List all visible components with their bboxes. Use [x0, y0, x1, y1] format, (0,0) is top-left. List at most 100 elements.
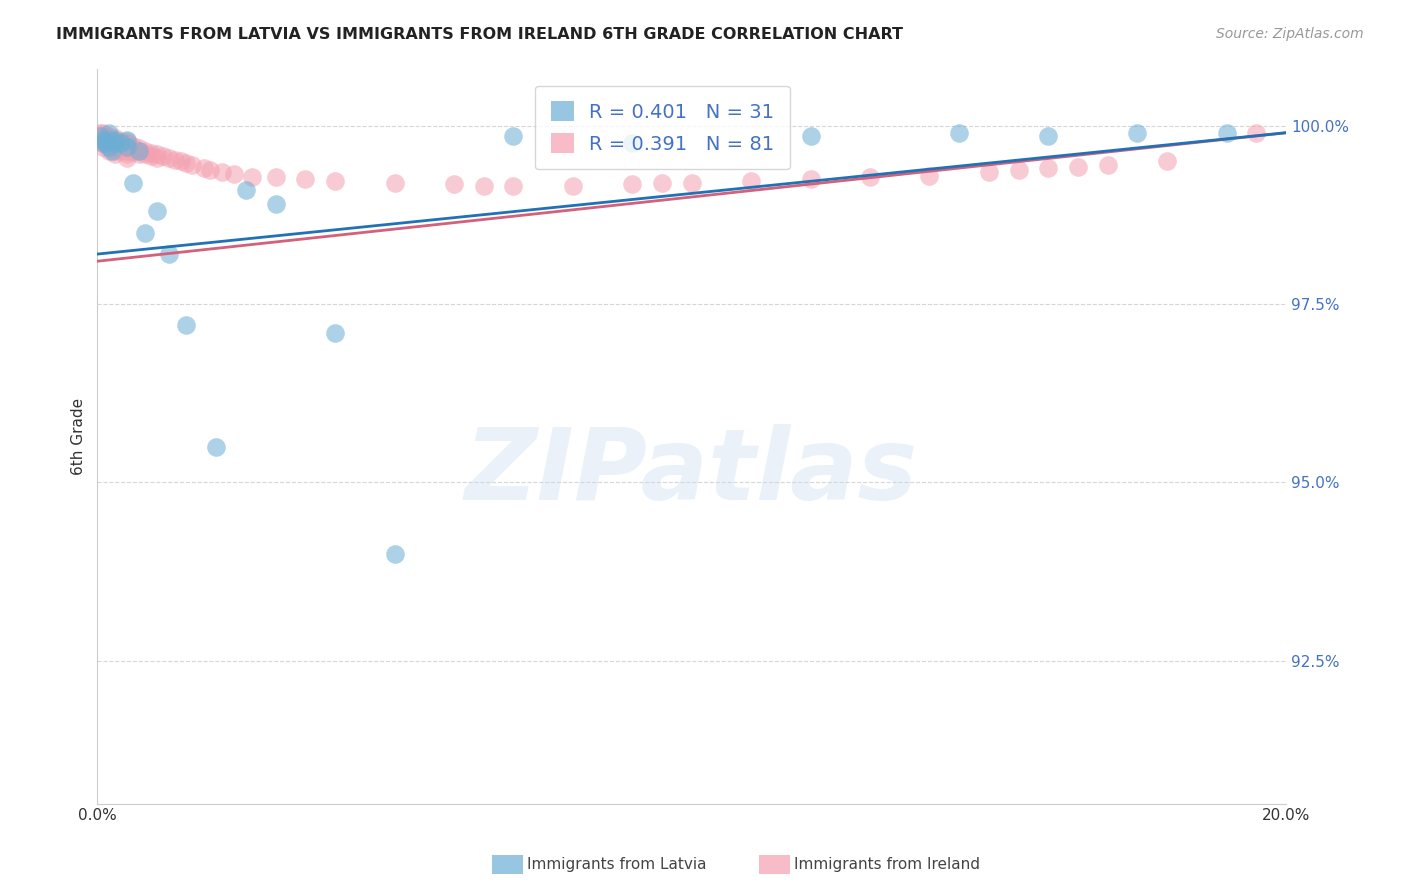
Point	[134, 144, 156, 158]
Point	[799, 129, 821, 144]
Point	[98, 140, 121, 154]
Point	[264, 169, 287, 184]
Point	[323, 326, 346, 340]
Point	[110, 140, 132, 154]
Point	[1007, 162, 1029, 177]
Point	[1097, 158, 1119, 172]
Point	[122, 145, 145, 159]
Point	[112, 138, 135, 153]
Point	[948, 126, 970, 140]
Point	[104, 131, 127, 145]
Text: ZIPatlas: ZIPatlas	[465, 425, 918, 521]
Point	[89, 129, 111, 144]
Point	[1038, 161, 1060, 176]
Point	[96, 136, 118, 151]
Point	[651, 176, 673, 190]
Point	[107, 136, 129, 151]
Text: Immigrants from Latvia: Immigrants from Latvia	[527, 857, 707, 871]
Point	[115, 136, 138, 151]
Text: Source: ZipAtlas.com: Source: ZipAtlas.com	[1216, 27, 1364, 41]
Point	[115, 151, 138, 165]
Point	[193, 161, 215, 176]
Point	[115, 134, 138, 148]
Point	[104, 140, 127, 154]
Point	[101, 133, 124, 147]
Point	[110, 134, 132, 148]
Point	[104, 136, 127, 151]
Point	[110, 136, 132, 151]
Point	[264, 197, 287, 211]
Point	[96, 133, 118, 147]
Text: IMMIGRANTS FROM LATVIA VS IMMIGRANTS FROM IRELAND 6TH GRADE CORRELATION CHART: IMMIGRANTS FROM LATVIA VS IMMIGRANTS FRO…	[56, 27, 903, 42]
Point	[134, 147, 156, 161]
Point	[799, 172, 821, 186]
Y-axis label: 6th Grade: 6th Grade	[72, 398, 86, 475]
Point	[104, 136, 127, 151]
Point	[128, 147, 150, 161]
Point	[115, 147, 138, 161]
Point	[211, 165, 233, 179]
Point	[98, 140, 121, 154]
Point	[91, 126, 114, 140]
Point	[205, 440, 228, 454]
Point	[115, 133, 138, 147]
Point	[621, 177, 644, 191]
Point	[128, 141, 150, 155]
Point	[176, 155, 198, 169]
Point	[104, 134, 127, 148]
Point	[146, 147, 169, 161]
Point	[157, 247, 180, 261]
Point	[115, 140, 138, 154]
Point	[200, 162, 222, 177]
Point	[98, 134, 121, 148]
Point	[181, 158, 204, 172]
Point	[384, 176, 406, 190]
Point	[240, 169, 263, 184]
Point	[294, 172, 316, 186]
Point	[104, 147, 127, 161]
Point	[91, 133, 114, 147]
Text: Immigrants from Ireland: Immigrants from Ireland	[794, 857, 980, 871]
Point	[89, 129, 111, 144]
Point	[134, 226, 156, 240]
Point	[115, 140, 138, 154]
Point	[502, 129, 524, 144]
Point	[139, 148, 162, 162]
Point	[98, 126, 121, 140]
Point	[235, 183, 257, 197]
Point	[146, 151, 169, 165]
Point	[98, 144, 121, 158]
Legend: R = 0.401   N = 31, R = 0.391   N = 81: R = 0.401 N = 31, R = 0.391 N = 81	[534, 86, 790, 169]
Point	[89, 126, 111, 140]
Point	[681, 176, 703, 190]
Point	[152, 148, 174, 162]
Point	[384, 547, 406, 561]
Point	[101, 136, 124, 151]
Point	[146, 204, 169, 219]
Point	[110, 144, 132, 158]
Point	[621, 136, 644, 151]
Point	[1215, 126, 1237, 140]
Point	[139, 145, 162, 160]
Point	[91, 129, 114, 144]
Point	[323, 174, 346, 188]
Point	[443, 177, 465, 191]
Point	[502, 179, 524, 194]
Point	[1067, 160, 1090, 174]
Point	[1156, 154, 1178, 169]
Point	[91, 136, 114, 151]
Point	[1126, 126, 1149, 140]
Point	[101, 144, 124, 158]
Point	[104, 133, 127, 147]
Point	[110, 136, 132, 151]
Point	[128, 144, 150, 158]
Point	[472, 179, 495, 194]
Point	[115, 144, 138, 158]
Point	[98, 131, 121, 145]
Point	[169, 154, 191, 169]
Point	[859, 169, 882, 184]
Point	[91, 136, 114, 151]
Point	[96, 129, 118, 144]
Point	[122, 138, 145, 153]
Point	[1244, 126, 1267, 140]
